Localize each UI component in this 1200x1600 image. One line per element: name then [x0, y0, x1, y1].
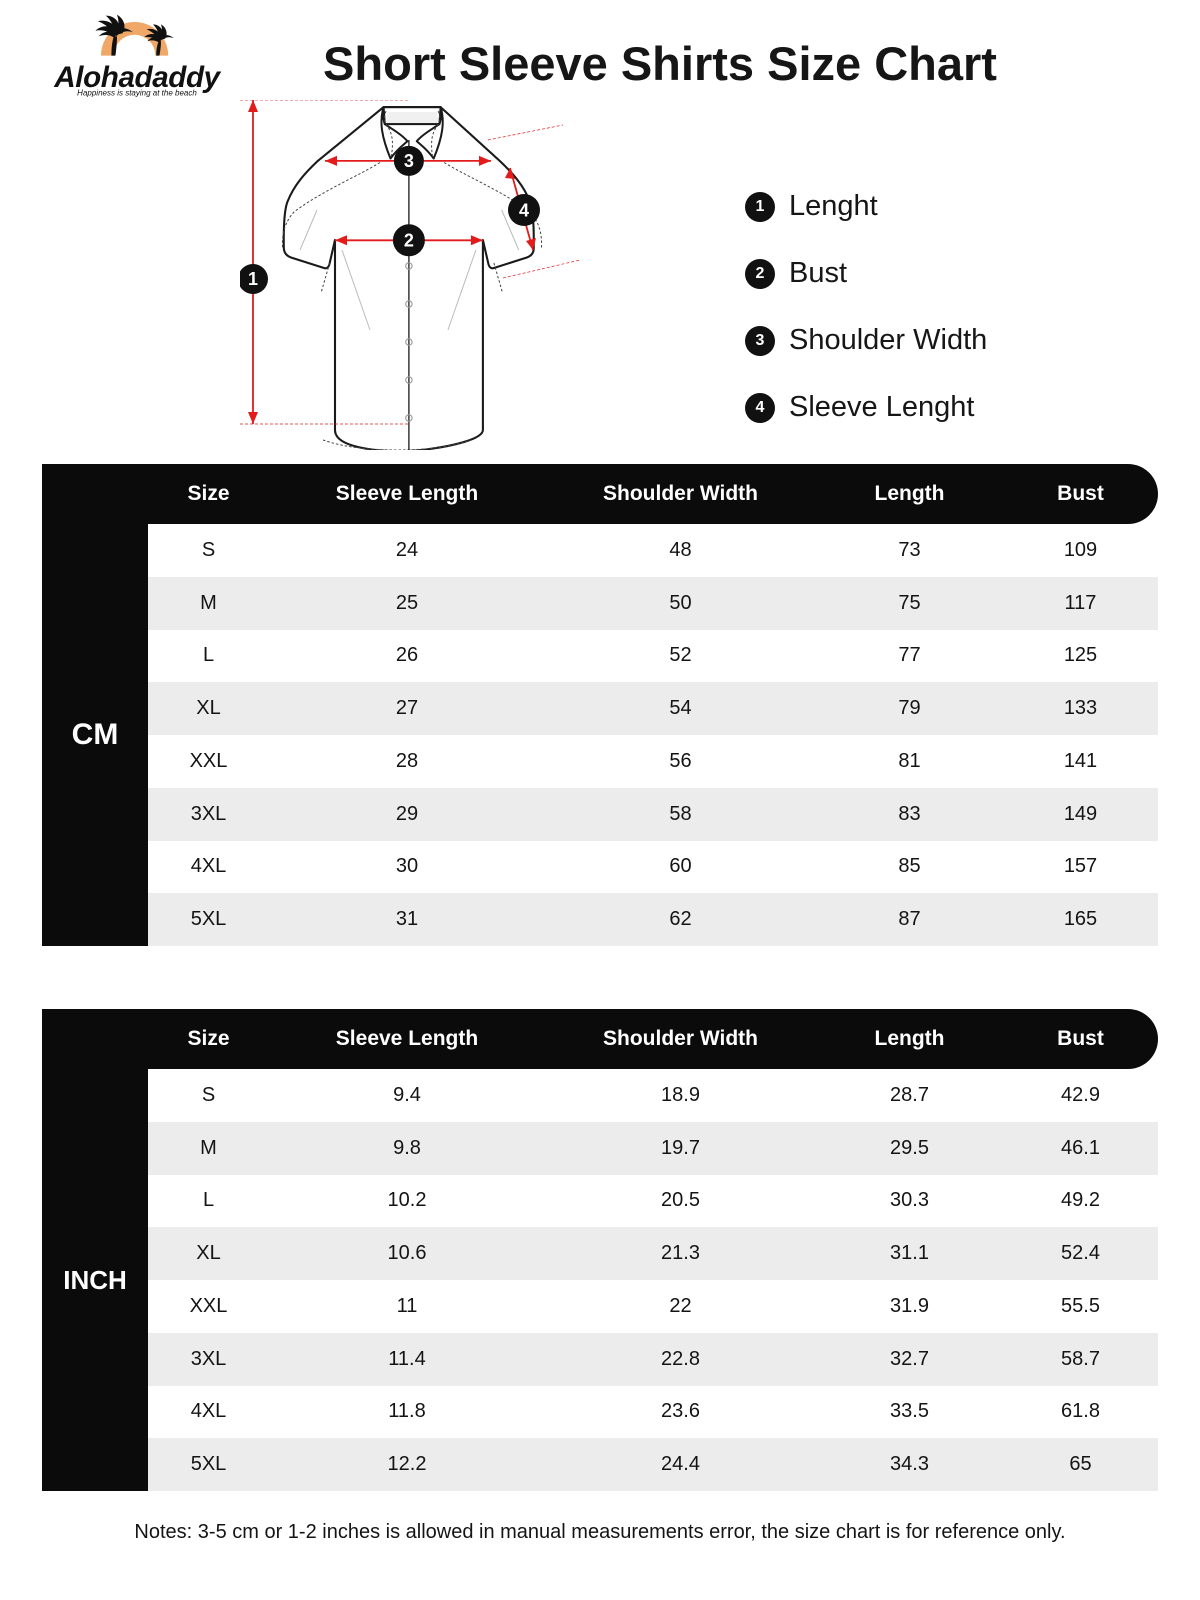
svg-text:4: 4	[519, 201, 529, 221]
svg-text:3: 3	[404, 151, 414, 171]
svg-text:1: 1	[248, 269, 258, 289]
svg-text:2: 2	[404, 231, 414, 251]
